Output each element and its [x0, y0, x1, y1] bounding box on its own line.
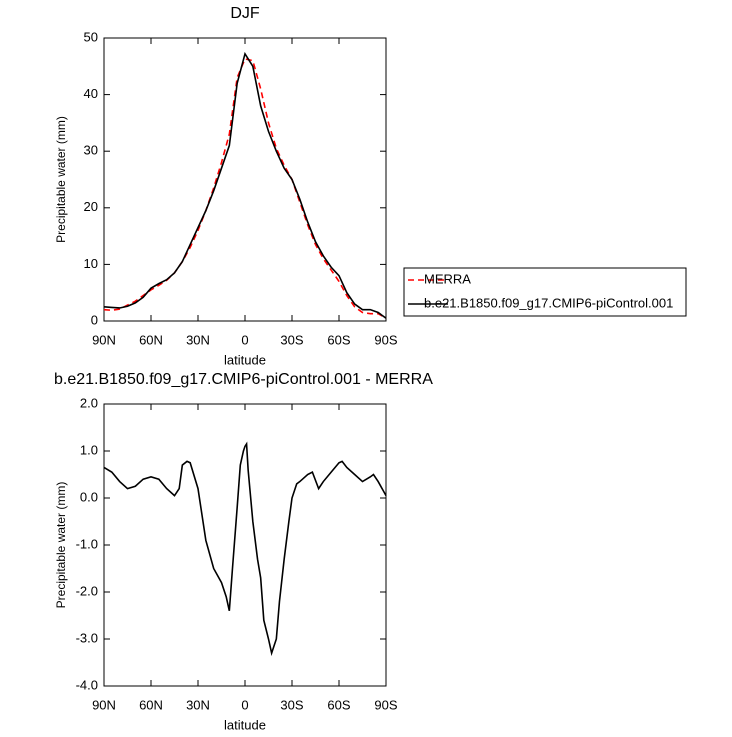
x-tick-label: 0	[241, 332, 248, 347]
plot-frame	[103, 37, 387, 322]
legend-label: b.e21.B1850.f09_g17.CMIP6-piControl.001	[424, 295, 673, 310]
y-tick-label: -4.0	[76, 677, 98, 692]
data-line	[103, 58, 387, 319]
y-tick-label: 30	[84, 143, 98, 158]
y-tick-label: 10	[84, 256, 98, 271]
data-line	[103, 441, 387, 657]
y-tick-label: 0	[91, 312, 98, 327]
x-tick-label: 30S	[280, 332, 303, 347]
legend-label: MERRA	[424, 271, 471, 286]
chart-title: b.e21.B1850.f09_g17.CMIP6-piControl.001 …	[54, 371, 433, 388]
x-tick-label: 60N	[139, 332, 163, 347]
x-tick-label: 90N	[92, 697, 116, 712]
y-tick-label: 1.0	[80, 442, 98, 457]
x-tick-label: 30N	[186, 697, 210, 712]
y-tick-label: -1.0	[76, 536, 98, 551]
y-tick-label: -3.0	[76, 630, 98, 645]
x-tick-label: 0	[241, 697, 248, 712]
chart-title: DJF	[230, 5, 260, 22]
x-tick-label: 60S	[327, 697, 350, 712]
x-tick-label: 90S	[374, 697, 397, 712]
data-line	[103, 51, 387, 319]
y-tick-label: -2.0	[76, 583, 98, 598]
y-tick-label: 0.0	[80, 489, 98, 504]
y-tick-label: 50	[84, 29, 98, 44]
x-tick-label: 90N	[92, 332, 116, 347]
y-tick-label: 20	[84, 199, 98, 214]
x-tick-label: 60S	[327, 332, 350, 347]
x-axis-label: latitude	[224, 717, 266, 732]
x-axis-label: latitude	[224, 352, 266, 367]
y-tick-label: 2.0	[80, 395, 98, 410]
x-tick-label: 30S	[280, 697, 303, 712]
x-tick-label: 60N	[139, 697, 163, 712]
y-axis-label: Precipitable water (mm)	[54, 116, 68, 243]
legend-box	[403, 267, 687, 317]
x-tick-label: 30N	[186, 332, 210, 347]
y-tick-label: 40	[84, 86, 98, 101]
x-tick-label: 90S	[374, 332, 397, 347]
y-axis-label: Precipitable water (mm)	[54, 482, 68, 609]
